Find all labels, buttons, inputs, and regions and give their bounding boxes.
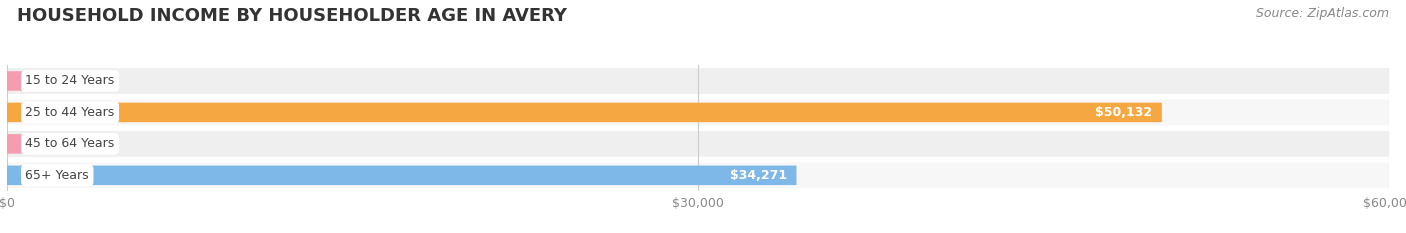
Text: 15 to 24 Years: 15 to 24 Years <box>25 75 115 87</box>
Text: $0: $0 <box>60 137 77 150</box>
FancyBboxPatch shape <box>7 162 1389 188</box>
Text: 25 to 44 Years: 25 to 44 Years <box>25 106 115 119</box>
FancyBboxPatch shape <box>7 134 42 154</box>
FancyBboxPatch shape <box>7 103 1161 122</box>
FancyBboxPatch shape <box>7 68 1389 94</box>
Text: $0: $0 <box>60 75 77 87</box>
Text: 65+ Years: 65+ Years <box>25 169 89 182</box>
Text: $34,271: $34,271 <box>730 169 787 182</box>
Text: 45 to 64 Years: 45 to 64 Years <box>25 137 115 150</box>
Text: HOUSEHOLD INCOME BY HOUSEHOLDER AGE IN AVERY: HOUSEHOLD INCOME BY HOUSEHOLDER AGE IN A… <box>17 7 567 25</box>
Text: $50,132: $50,132 <box>1095 106 1153 119</box>
FancyBboxPatch shape <box>7 166 796 185</box>
Text: Source: ZipAtlas.com: Source: ZipAtlas.com <box>1256 7 1389 20</box>
FancyBboxPatch shape <box>7 71 42 91</box>
FancyBboxPatch shape <box>7 99 1389 125</box>
FancyBboxPatch shape <box>7 131 1389 157</box>
